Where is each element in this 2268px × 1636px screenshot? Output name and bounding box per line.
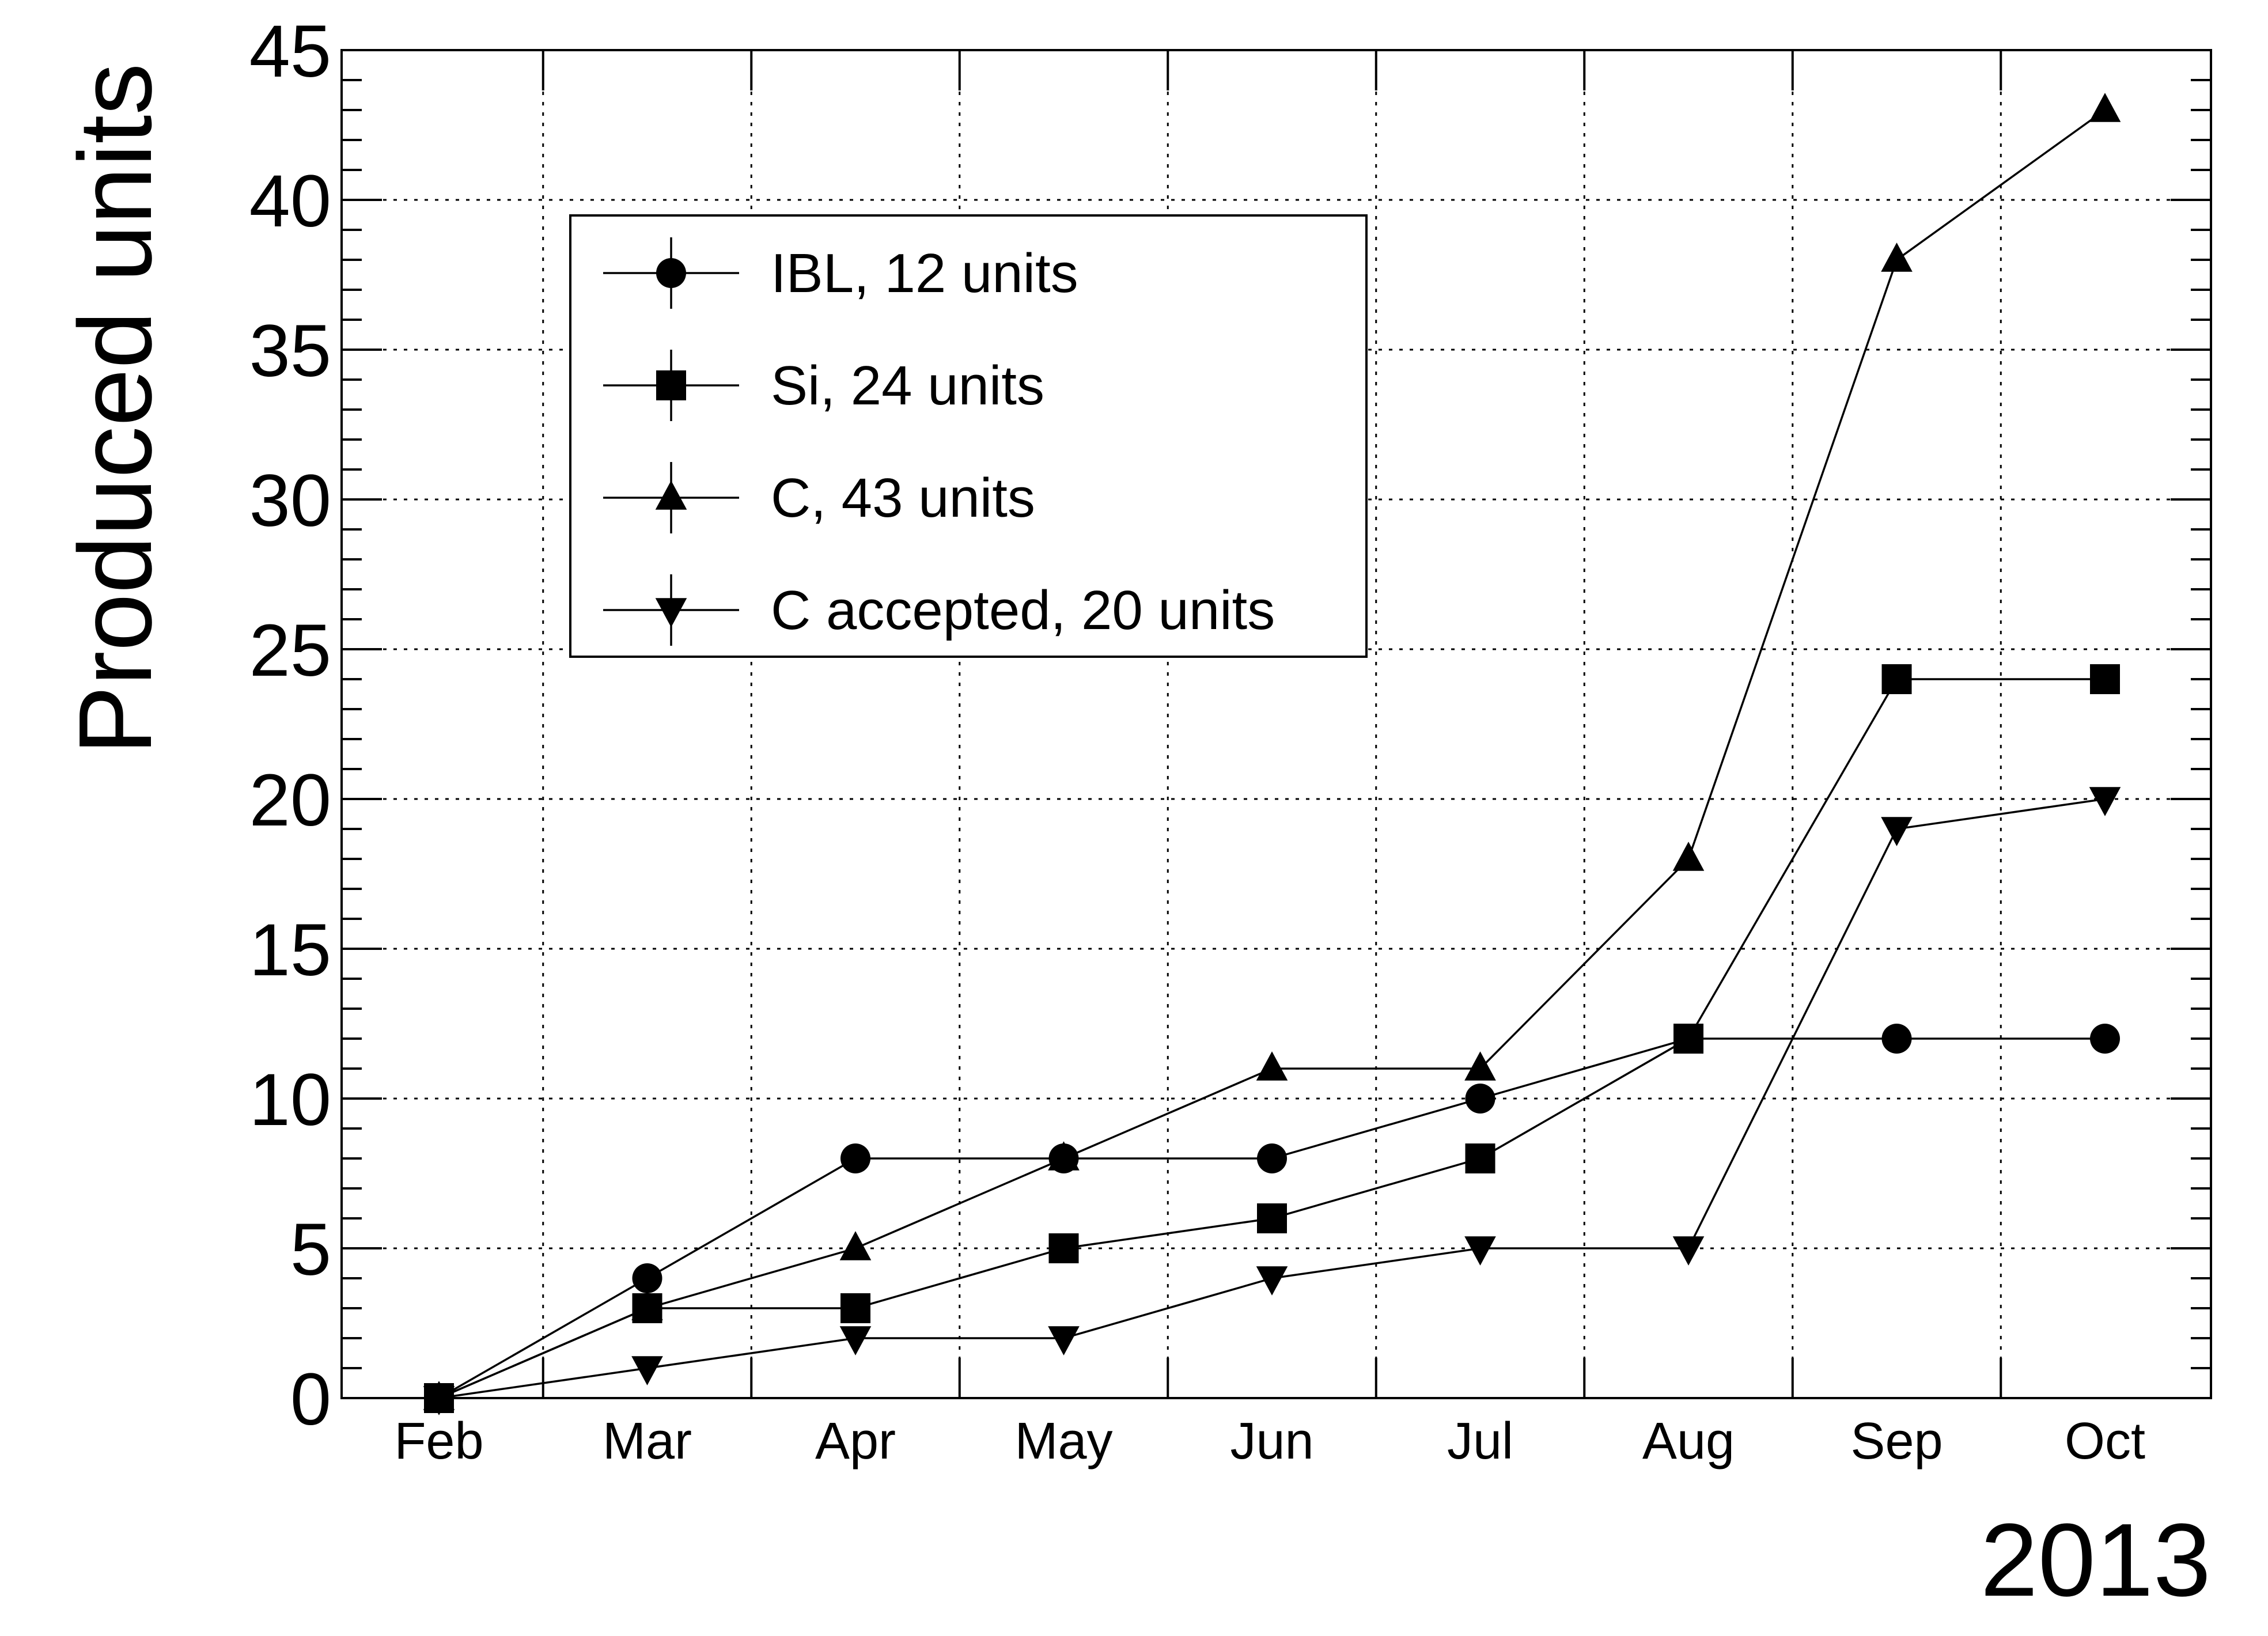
data-point	[2090, 664, 2120, 694]
series-layer	[423, 93, 2121, 1415]
x-tick-label: Feb	[394, 1412, 483, 1470]
legend-entry: IBL, 12 units	[603, 237, 1078, 309]
data-point	[2089, 787, 2121, 816]
data-point	[1881, 817, 1913, 846]
legend-entry: Si, 24 units	[603, 350, 1044, 421]
y-axis-title: Produced units	[58, 63, 173, 755]
data-point	[1465, 1084, 1495, 1114]
data-point	[632, 1263, 662, 1293]
legend-label: IBL, 12 units	[771, 243, 1078, 304]
data-point	[1048, 1141, 1080, 1171]
x-tick-label: May	[1014, 1412, 1112, 1470]
legend-items: IBL, 12 units Si, 24 units C, 43 units C ac…	[603, 237, 1275, 646]
legend-box	[569, 214, 1368, 658]
data-point	[1257, 1203, 1287, 1233]
data-point	[1881, 1024, 1912, 1054]
data-point	[840, 1143, 870, 1173]
data-point	[1048, 1326, 1080, 1355]
legend-marker	[655, 598, 687, 627]
y-tick-label: 40	[249, 160, 331, 243]
data-point	[1881, 664, 1912, 694]
data-point	[1464, 1051, 1496, 1081]
data-point	[1256, 1266, 1288, 1296]
data-point	[423, 1386, 455, 1415]
y-tick-label: 10	[249, 1059, 331, 1141]
legend-label: C, 43 units	[771, 467, 1035, 529]
y-tick-label: 30	[249, 460, 331, 542]
x-tick-label: Apr	[815, 1412, 896, 1470]
legend-label: C accepted, 20 units	[771, 580, 1275, 641]
y-tick-label: 45	[249, 10, 331, 93]
series-triangle-up	[423, 93, 2121, 1410]
legend-entry: C accepted, 20 units	[603, 574, 1275, 646]
data-point	[1048, 1233, 1079, 1263]
x-axis-title: 2013	[1981, 1502, 2211, 1618]
y-tick-label: 20	[249, 759, 331, 842]
x-tick-label: Mar	[603, 1412, 692, 1470]
legend-marker	[655, 480, 687, 510]
data-point	[840, 1293, 870, 1323]
data-point	[1881, 243, 1913, 272]
ticks-layer: 0 5 10 15 20 25 30 35 40 45 Feb Mar Apr May Jun Jul Aug S…	[249, 10, 2211, 1470]
y-tick-label: 5	[290, 1209, 331, 1291]
data-point	[2090, 1024, 2120, 1054]
x-tick-label: Sep	[1850, 1412, 1943, 1470]
data-point	[1673, 1024, 1703, 1054]
data-point	[1465, 1143, 1495, 1173]
x-tick-label: Jul	[1447, 1412, 1513, 1470]
y-tick-label: 15	[249, 909, 331, 991]
data-point	[1464, 1236, 1496, 1266]
legend-entry: C, 43 units	[603, 462, 1035, 533]
y-tick-label: 0	[290, 1358, 331, 1441]
data-point	[839, 1326, 872, 1355]
data-point	[1672, 842, 1705, 871]
data-point	[1257, 1143, 1287, 1173]
data-point	[1672, 1236, 1705, 1266]
legend-marker	[656, 370, 686, 400]
y-tick-label: 35	[249, 310, 331, 392]
data-point	[631, 1356, 663, 1385]
data-point	[1256, 1051, 1288, 1081]
y-tick-label: 25	[249, 609, 331, 692]
data-point	[631, 1291, 663, 1320]
x-tick-label: Oct	[2065, 1412, 2145, 1470]
x-tick-label: Jun	[1230, 1412, 1313, 1470]
legend-marker	[656, 258, 686, 288]
data-point	[839, 1231, 872, 1260]
x-tick-label: Aug	[1642, 1412, 1735, 1470]
data-point	[2089, 93, 2121, 122]
legend-label: Si, 24 units	[771, 355, 1044, 416]
legend: IBL, 12 units Si, 24 units C, 43 units C ac…	[569, 214, 1368, 658]
plot-frame	[340, 49, 2212, 1399]
series-triangle-down	[423, 787, 2121, 1415]
